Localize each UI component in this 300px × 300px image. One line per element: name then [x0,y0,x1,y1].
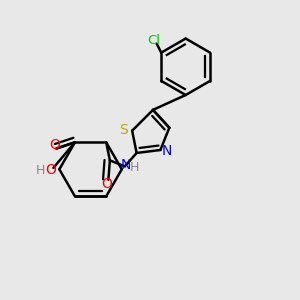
Text: S: S [119,123,128,137]
Text: N: N [162,144,172,158]
Text: O: O [46,163,56,177]
Text: O: O [101,177,112,191]
Text: H: H [130,161,139,174]
Text: N: N [120,158,131,172]
Text: H: H [35,164,45,177]
Text: Cl: Cl [147,34,160,47]
Text: O: O [50,138,60,152]
